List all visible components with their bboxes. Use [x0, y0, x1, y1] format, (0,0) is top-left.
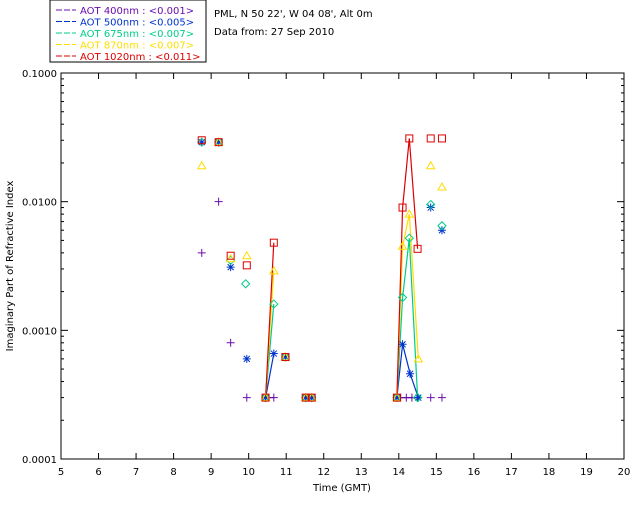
series-4-marker [301, 393, 310, 402]
series-1-marker [242, 354, 251, 363]
series-0-marker [242, 393, 251, 402]
series-4-marker [261, 393, 270, 402]
series-1-marker [392, 393, 401, 402]
series-2-marker [269, 299, 279, 309]
legend-label: AOT 675nm : <0.007> [80, 29, 194, 40]
series-4-marker [281, 353, 290, 362]
axes-ticks: 5 6 7 8 9 10 11 12 13 14 15 16 17 18 19 20 0.0001 0.0010 0… [22, 69, 630, 478]
series-4-marker [405, 134, 414, 143]
series-3-marker [241, 250, 252, 260]
y-tick-label: 0.0100 [22, 198, 57, 209]
x-tick-label: 6 [95, 467, 101, 478]
series-1-marker [214, 138, 223, 147]
series-3-marker [268, 265, 279, 275]
x-tick-label: 17 [505, 467, 518, 478]
series-1-marker [414, 393, 423, 402]
series-3-marker [413, 353, 424, 363]
legend: AOT 400nm : <0.001>AOT 500nm : <0.005>AO… [49, 0, 207, 63]
series-2-marker [437, 221, 447, 231]
series-3-marker [404, 209, 415, 218]
x-tick-label: 15 [430, 467, 443, 478]
series-0-marker [214, 197, 223, 206]
series-1-marker [281, 353, 290, 362]
series-0-marker [426, 393, 435, 402]
series-3-marker [306, 392, 317, 402]
series-4-marker [392, 393, 401, 402]
series-1-marker [197, 138, 206, 147]
series-3-marker [392, 392, 402, 402]
y-tick-label: 0.1000 [22, 69, 57, 80]
x-tick-label: 8 [170, 467, 176, 478]
series-4-marker [307, 393, 316, 402]
y-tick-label: 0.0001 [22, 455, 57, 466]
series-0-marker [197, 248, 206, 257]
series-3-marker [437, 181, 447, 191]
series-4-marker [226, 251, 235, 260]
x-tick-label: 16 [467, 467, 480, 478]
series-1-line [396, 344, 419, 398]
series-0-marker [269, 393, 278, 402]
x-tick-label: 5 [58, 467, 64, 478]
x-tick-label: 11 [280, 467, 293, 478]
legend-label: AOT 500nm : <0.005> [80, 18, 194, 29]
series-3-marker [213, 137, 224, 146]
series-4-marker [197, 136, 206, 145]
series-1-marker [398, 340, 407, 349]
x-tick-label: 12 [317, 467, 330, 478]
data-date-text: Data from: 27 Sep 2010 [214, 27, 334, 38]
series-3-marker [425, 160, 436, 170]
x-tick-label: 10 [242, 467, 255, 478]
x-tick-label: 18 [543, 467, 556, 478]
series-2-marker [240, 279, 251, 289]
series-3-marker [397, 241, 408, 250]
series-lines [265, 138, 419, 399]
legend-label: AOT 1020nm : <0.011> [80, 52, 200, 63]
series-3-marker [300, 392, 311, 402]
series-2-line [396, 238, 419, 398]
site-info-text: PML, N 50 22', W 04 08', Alt 0m [214, 9, 373, 20]
plot-area-frame [60, 72, 625, 460]
series-1-marker [269, 349, 278, 358]
series-3-marker [260, 392, 271, 402]
legend-label: AOT 400nm : <0.001> [80, 6, 194, 17]
series-1-marker [261, 393, 270, 402]
series-markers [196, 134, 447, 403]
series-4-marker [242, 261, 251, 270]
series-2-marker [412, 392, 423, 403]
x-tick-label: 7 [133, 467, 139, 478]
series-2-marker [425, 199, 436, 210]
series-4-marker [269, 238, 278, 247]
series-3-marker [225, 253, 236, 263]
series-4-marker [398, 203, 407, 212]
series-4-marker [426, 134, 435, 143]
series-2-marker [280, 352, 291, 362]
y-tick-label: 0.0010 [22, 326, 57, 337]
series-4-marker [214, 138, 223, 147]
series-0-marker [226, 338, 235, 347]
series-2-marker [397, 292, 408, 303]
x-tick-label: 13 [355, 467, 368, 478]
x-tick-label: 19 [580, 467, 593, 478]
series-1-marker [307, 393, 316, 402]
series-4-marker [413, 244, 422, 253]
series-2-marker [404, 233, 415, 243]
series-1-marker [226, 263, 235, 272]
series-1-line [265, 353, 275, 398]
x-tick-label: 20 [618, 467, 631, 478]
series-4-marker [437, 134, 446, 143]
series-3-marker [196, 160, 207, 170]
series-2-marker [197, 137, 207, 147]
y-axis-title: Imaginary Part of Refractive Index [5, 181, 16, 352]
x-axis-title: Time (GMT) [312, 483, 371, 494]
series-4-line [396, 138, 419, 398]
series-0-marker [437, 393, 446, 402]
x-tick-label: 9 [208, 467, 214, 478]
legend-label: AOT 870nm : <0.007> [80, 41, 194, 52]
series-1-marker [426, 203, 435, 212]
x-tick-label: 14 [392, 467, 405, 478]
series-1-marker [406, 369, 415, 378]
series-1-marker [301, 393, 310, 402]
